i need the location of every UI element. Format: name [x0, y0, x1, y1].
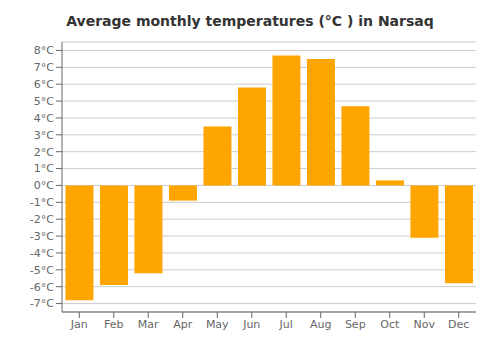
svg-text:-1°C: -1°C: [30, 196, 54, 209]
svg-text:Jun: Jun: [242, 318, 260, 331]
svg-text:May: May: [206, 318, 229, 331]
svg-text:Apr: Apr: [173, 318, 193, 331]
svg-text:Sep: Sep: [345, 318, 366, 331]
svg-text:7°C: 7°C: [34, 61, 54, 74]
svg-text:1°C: 1°C: [34, 162, 54, 175]
svg-text:Jan: Jan: [70, 318, 88, 331]
svg-text:Dec: Dec: [448, 318, 469, 331]
svg-text:4°C: 4°C: [34, 112, 54, 125]
svg-text:Jul: Jul: [279, 318, 293, 331]
svg-text:5°C: 5°C: [34, 95, 54, 108]
svg-text:-7°C: -7°C: [30, 297, 54, 310]
svg-text:-2°C: -2°C: [30, 213, 54, 226]
svg-text:Oct: Oct: [380, 318, 400, 331]
html-text:Average monthly temperatures (: Average monthly temperatures (°C ) in Na…: [66, 13, 434, 29]
svg-text:Nov: Nov: [414, 318, 436, 331]
svg-text:6°C: 6°C: [34, 78, 54, 91]
svg-text:Aug: Aug: [310, 318, 331, 331]
svg-text:-5°C: -5°C: [30, 264, 54, 277]
svg-text:-6°C: -6°C: [30, 281, 54, 294]
svg-text:2°C: 2°C: [34, 146, 54, 159]
svg-text:0°C: 0°C: [34, 179, 54, 192]
svg-text:Feb: Feb: [104, 318, 123, 331]
svg-text:3°C: 3°C: [34, 129, 54, 142]
svg-text:-4°C: -4°C: [30, 247, 54, 260]
svg-text:Mar: Mar: [138, 318, 159, 331]
svg-text:-3°C: -3°C: [30, 230, 54, 243]
svg-text:8°C: 8°C: [34, 44, 54, 57]
